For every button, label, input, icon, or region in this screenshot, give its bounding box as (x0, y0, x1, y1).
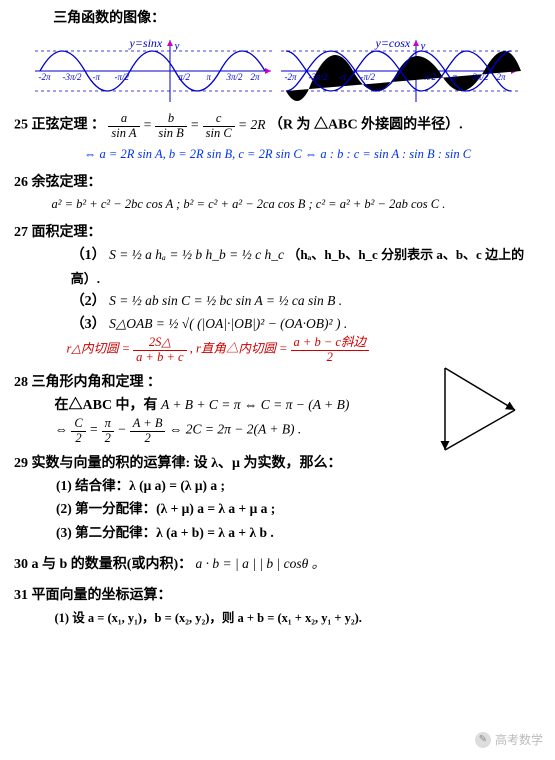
graphs-row: y=sinx y -2π -3π/2 -π -π/2 π/2 π 3π/2 2π… (14, 36, 541, 106)
e27-r1-d: a + b + c (133, 351, 186, 364)
e27-r2-n: a + b − c斜边 (291, 336, 369, 350)
e28-l2-lhs-n: C (71, 417, 85, 431)
frac-c-d: sin C (203, 127, 235, 140)
e27-mid: , r直角△内切圆 = (190, 342, 288, 356)
entry-29: 29 实数与向量的积的运算律: 设 λ、μ 为实数，那么： (1) 结合律：λ … (14, 453, 541, 546)
frac-c-n: c (203, 112, 235, 126)
e28-l2-tail: ⇔ 2C = 2π − 2(A + B) . (169, 422, 301, 437)
e28-l1b: A + B + C = π ⇔ C = π − (A + B) (161, 397, 349, 412)
e26-f3: c² = a² + b² − 2ab cos C . (316, 197, 446, 211)
wechat-icon: ✎ (475, 732, 491, 748)
tick: 3π/2 (473, 70, 489, 84)
e31-p1-text: (1) 设 a = (x₁, y₁)，b = (x₂, y₂)，则 a + b … (55, 611, 362, 625)
e27-p1-lead: （1） (71, 248, 106, 263)
e27-p2: （2） S = ½ ab sin C = ½ bc sin A = ½ ca s… (71, 290, 541, 313)
tick: π/2 (425, 70, 437, 84)
tick: -2π (285, 70, 297, 84)
entry-26: 26 余弦定理： a² = b² + c² − 2bc cos A ; b² =… (14, 172, 541, 214)
e31-p1: (1) 设 a = (x₁, y₁)，b = (x₂, y₂)，则 a + b … (55, 607, 542, 630)
sin-y-axis-label: y (175, 38, 180, 56)
e30-eq: a · b = | a | | b | cosθ 。 (196, 556, 326, 571)
e27-r1-n: 2S△ (133, 336, 186, 350)
e28-l2-mid-d: 2 (102, 432, 114, 445)
tick: π (207, 70, 212, 84)
e28-l2-mid-n: π (102, 417, 114, 431)
e29-p1-text: (1) 结合律：λ (μ a) = (λ μ) a ; (56, 478, 225, 493)
tick: -2π (39, 70, 51, 84)
sin-graph: y=sinx y -2π -3π/2 -π -π/2 π/2 π 3π/2 2π (35, 36, 275, 106)
e29-p3-text: (3) 第二分配律：λ (a + b) = λ a + λ b . (56, 525, 274, 540)
e27-p2-eq: S = ½ ab sin C = ½ bc sin A = ½ ca sin B… (109, 293, 342, 308)
e26-formulas: a² = b² + c² − 2bc cos A ; b² = c² + a² … (52, 194, 542, 214)
entry-25-head: 25 正弦定理 ： (14, 118, 105, 133)
watermark: ✎ 高考数学 (475, 731, 543, 750)
frac-b-n: b (155, 112, 186, 126)
e28-l2-lhs-d: 2 (71, 432, 85, 445)
e29-p1: (1) 结合律：λ (μ a) = (λ μ) a ; (56, 475, 541, 498)
entry-30: 30 a 与 b 的数量积(或内积)： a · b = | a | | b | … (14, 553, 541, 576)
frac-a-d: sin A (108, 127, 139, 140)
section-heading: 三角函数的图像： (14, 8, 541, 30)
tick: 2π (497, 70, 506, 84)
e27-r1-lhs: r△内切圆 = (67, 342, 131, 356)
tick: -π (339, 70, 347, 84)
tick: 3π/2 (227, 70, 243, 84)
tick: -3π/2 (309, 70, 328, 84)
e29-p3: (3) 第二分配律：λ (a + b) = λ a + λ b . (56, 522, 541, 545)
tick: -3π/2 (63, 70, 82, 84)
entry-25: 25 正弦定理 ： asin A = bsin B = csin C = 2R … (14, 112, 541, 163)
e28-l2-rhs-d: 2 (130, 432, 166, 445)
e25-note: （R 为 △ABC 外接圆的半径）. (269, 118, 463, 133)
tick: π (453, 70, 458, 84)
tick: -π (93, 70, 101, 84)
tick: -π/2 (115, 70, 130, 84)
watermark-text: 高考数学 (495, 731, 543, 750)
tick: -π/2 (361, 70, 376, 84)
entry-26-head: 26 余弦定理： (14, 172, 541, 194)
e29-p2-text: (2) 第一分配律：(λ + μ) a = λ a + μ a ; (56, 501, 275, 516)
e27-p1-eq: S = ½ a hₐ = ½ b h_b = ½ c h_c (109, 247, 284, 262)
entry-27-head: 27 面积定理： (14, 222, 541, 244)
e26-f2: b² = c² + a² − 2ca cos B ; (183, 197, 312, 211)
entry-30-head: 30 a 与 b 的数量积(或内积)： (14, 557, 192, 572)
e27-r2-d: 2 (291, 351, 369, 364)
tick: π/2 (179, 70, 191, 84)
triangle-figure (435, 360, 525, 460)
sin-func-label: y=sinx (130, 34, 163, 53)
e27-p3-eq: S△OAB = ½ √( (|OA|·|OB|)² − (OA·OB)² ) . (109, 316, 347, 331)
e27-p2-lead: （2） (71, 294, 106, 309)
cos-func-label: y=cosx (376, 34, 411, 53)
e25-line2: ⇔ a = 2R sin A, b = 2R sin B, c = 2R sin… (14, 144, 541, 164)
e28-l1a: 在△ABC 中，有 (55, 398, 158, 413)
e27-p3-lead: （3） (71, 317, 106, 332)
entry-27: 27 面积定理： （1） S = ½ a hₐ = ½ b h_b = ½ c … (14, 222, 541, 364)
cos-y-axis-label: y (421, 38, 426, 56)
e29-p2: (2) 第一分配律：(λ + μ) a = λ a + μ a ; (56, 498, 541, 521)
frac-a-n: a (108, 112, 139, 126)
e27-p3: （3） S△OAB = ½ √( (|OA|·|OB|)² − (OA·OB)²… (71, 313, 541, 336)
e27-p1: （1） S = ½ a hₐ = ½ b h_b = ½ c h_c （hₐ、h… (71, 244, 541, 289)
entry-31: 31 平面向量的坐标运算： (1) 设 a = (x₁, y₁)，b = (x₂… (14, 585, 541, 631)
entry-31-head: 31 平面向量的坐标运算： (14, 585, 541, 607)
tick: 2π (251, 70, 260, 84)
frac-b-d: sin B (155, 127, 186, 140)
e28-l2-rhs-n: A + B (130, 417, 166, 431)
e25-rhs: = 2R (238, 117, 265, 132)
cos-graph: y=cosx y -2π -3π/2 -π -π/2 π/2 π 3π/2 2π (281, 36, 521, 106)
e26-f1: a² = b² + c² − 2bc cos A ; (52, 197, 181, 211)
